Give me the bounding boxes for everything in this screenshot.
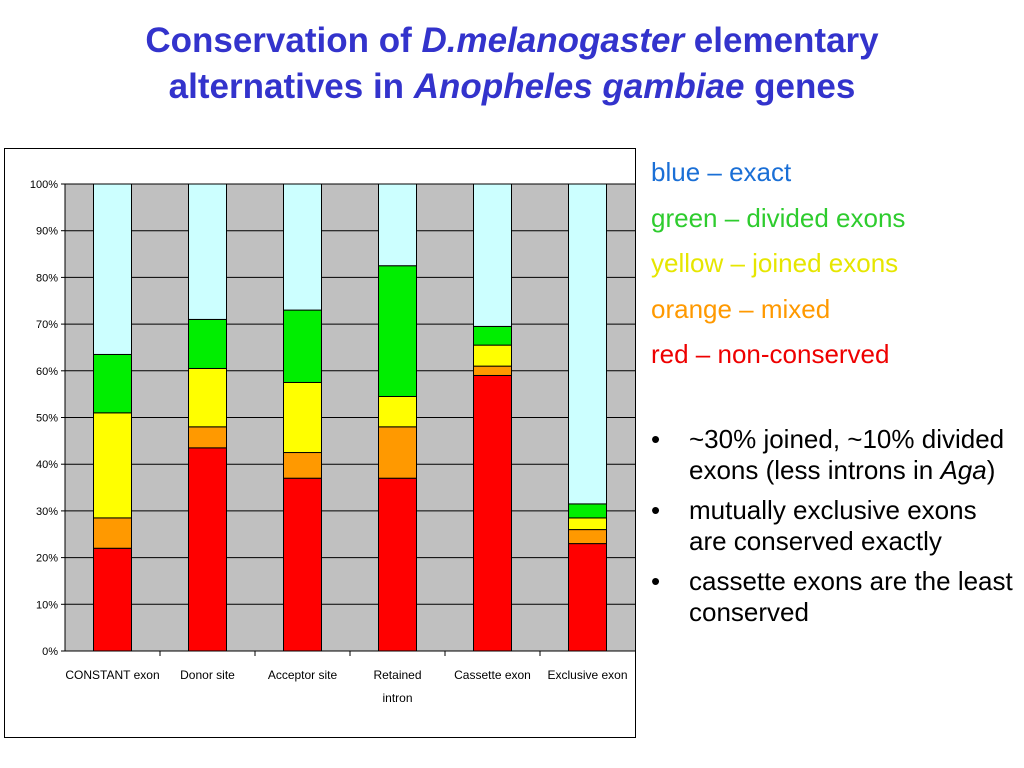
bullet-item-joined-divided: • ~30% joined, ~10% divided exons (less i… xyxy=(651,424,1021,486)
chart-frame: 0% 10% 20% 30% 40% 50% 60% 70% 80% 90% 100% CONSTAN… xyxy=(4,148,636,738)
x-category-label: Acceptor site xyxy=(268,668,338,682)
bar-segment-mixed xyxy=(188,426,227,449)
y-tick-label: 100% xyxy=(30,179,58,191)
legend-item-divided: green – divided exons xyxy=(651,202,906,233)
slide-title: Conservation of D.melanogaster elementar… xyxy=(40,18,984,110)
x-category-label: Exclusive exon xyxy=(547,668,627,682)
bullet-text: cassette exons are the least conserved xyxy=(689,566,1013,627)
bar-segment-joined xyxy=(93,412,132,519)
bar-segment-nonconserved xyxy=(93,547,132,652)
stacked-bar-chart: 0% 10% 20% 30% 40% 50% 60% 70% 80% 90% 100% CONSTAN… xyxy=(30,179,635,705)
bar-segment-mixed xyxy=(378,426,417,479)
bar-segment-exact xyxy=(378,183,417,267)
y-tick-label: 10% xyxy=(36,599,58,611)
legend-item-exact: blue – exact xyxy=(651,157,792,187)
bar-segment-exact xyxy=(283,183,322,311)
bullet-marker: • xyxy=(651,495,661,525)
bar-segment-exact xyxy=(568,183,607,505)
bar-segment-joined xyxy=(188,367,227,428)
bar-segment-joined xyxy=(568,517,607,531)
bar-segment-nonconserved xyxy=(568,543,607,652)
bar-segment-mixed xyxy=(283,452,322,479)
y-tick-label: 70% xyxy=(36,319,58,331)
y-tick-label: 80% xyxy=(36,272,58,284)
title-species-agam: Anopheles gambiae xyxy=(413,67,745,106)
legend-item-nonconserved: red – non-conserved xyxy=(651,339,890,369)
x-category-label: CONSTANT exon xyxy=(65,668,159,682)
bar-segment-nonconserved xyxy=(283,477,322,652)
bar-segment-joined xyxy=(473,344,512,367)
title-line1-c: elementary xyxy=(684,21,879,60)
bullet-item-exclusive: • mutually exclusive exons are conserved … xyxy=(651,495,1021,557)
legend-item-joined: yellow – joined exons xyxy=(651,248,899,278)
bar-segment-divided xyxy=(283,309,322,383)
y-tick-label: 30% xyxy=(36,506,58,518)
bar-segment-mixed xyxy=(93,517,132,549)
bar-segment-divided xyxy=(378,265,417,397)
bar-segment-exact xyxy=(93,183,132,355)
bar-segment-divided xyxy=(93,353,132,414)
bullet-text-end: ) xyxy=(986,455,996,485)
title-line2-a: alternatives in xyxy=(168,67,414,106)
bullet-list: • ~30% joined, ~10% divided exons (less i… xyxy=(651,424,1021,637)
bar-segment-divided xyxy=(568,503,607,519)
y-tick-label: 0% xyxy=(42,646,58,658)
title-species-dmel: D.melanogaster xyxy=(421,21,685,60)
bullet-text: mutually exclusive exons are conserved e… xyxy=(689,495,977,556)
x-category-label: Cassette exon xyxy=(454,668,531,682)
y-tick-label: 90% xyxy=(36,226,58,238)
title-line1-a: Conservation of xyxy=(145,21,422,60)
bullet-text-italic: Aga xyxy=(940,455,987,485)
bar-segment-divided xyxy=(188,318,227,369)
legend-item-mixed: orange – mixed xyxy=(651,293,831,324)
bar-segment-nonconserved xyxy=(378,477,417,652)
bar-segment-mixed xyxy=(473,365,512,376)
bar-segment-mixed xyxy=(568,529,607,545)
y-tick-label: 40% xyxy=(36,459,58,471)
title-line2-c: genes xyxy=(744,67,856,106)
bullet-marker: • xyxy=(651,424,661,454)
y-tick-label: 20% xyxy=(36,553,58,565)
y-tick-label: 50% xyxy=(36,413,58,425)
bullet-text: ~30% joined, ~10% divided exons (less in… xyxy=(689,424,1005,485)
bullet-item-cassette: • cassette exons are the least conserved xyxy=(651,566,1021,628)
bar-segment-nonconserved xyxy=(188,447,227,652)
x-category-label: Retained intron xyxy=(373,668,421,705)
bullet-marker: • xyxy=(651,566,661,596)
bar-segment-joined xyxy=(378,395,417,428)
bar-segment-divided xyxy=(473,325,512,346)
bar-segment-joined xyxy=(283,381,322,454)
bar-segment-exact xyxy=(188,183,227,320)
bar-segment-exact xyxy=(473,183,512,327)
color-legend: blue – exact green – divided exons yello… xyxy=(651,150,1021,378)
y-tick-label: 60% xyxy=(36,366,58,378)
bar-segment-nonconserved xyxy=(473,374,512,652)
x-category-label: Donor site xyxy=(180,668,235,682)
